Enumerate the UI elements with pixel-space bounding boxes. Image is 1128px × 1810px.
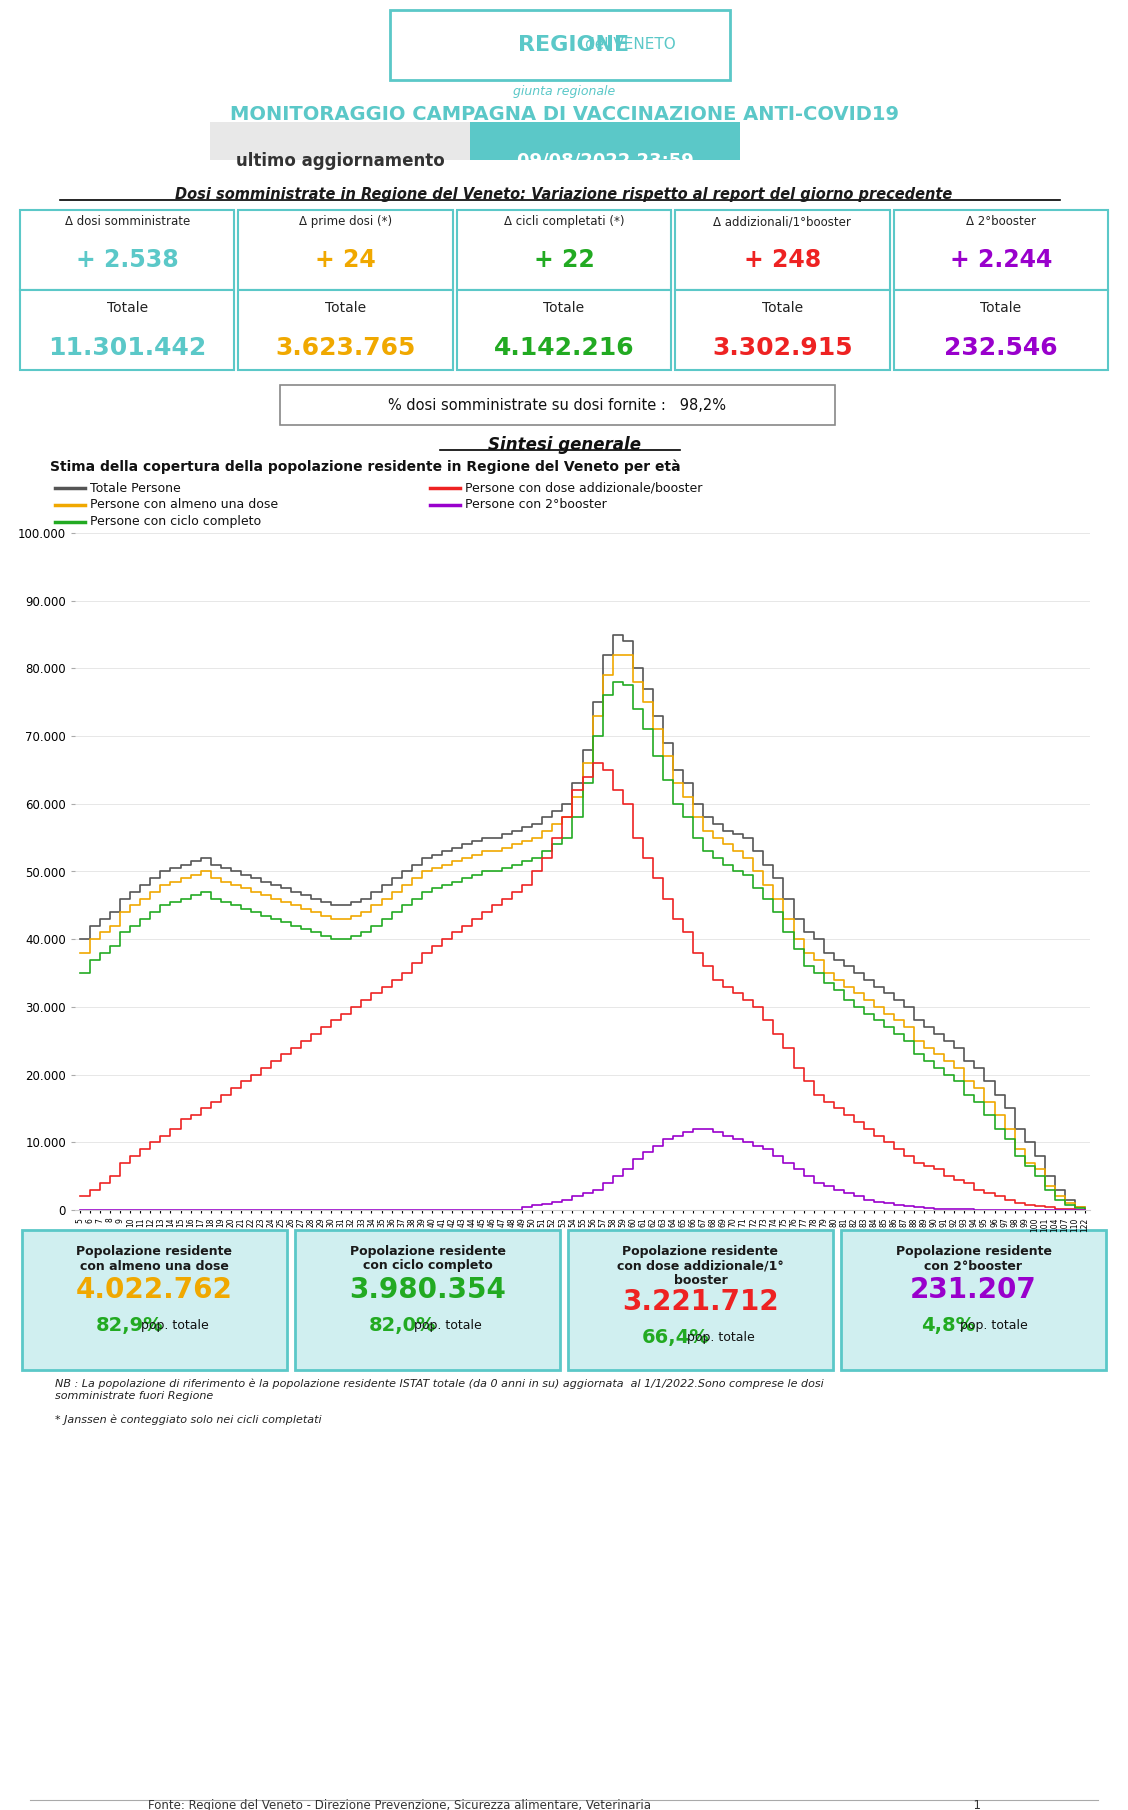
Text: ultimo aggiornamento: ultimo aggiornamento xyxy=(236,152,444,170)
Text: con almeno una dose: con almeno una dose xyxy=(80,1260,229,1272)
Text: pop. totale: pop. totale xyxy=(141,1318,209,1332)
Text: + 248: + 248 xyxy=(743,248,821,272)
Text: 66,4%: 66,4% xyxy=(642,1327,710,1347)
Bar xyxy=(23,1231,287,1370)
Bar xyxy=(280,386,835,425)
Text: Stima della copertura della popolazione residente in Regione del Veneto per età: Stima della copertura della popolazione … xyxy=(50,460,680,474)
Bar xyxy=(841,1231,1105,1370)
Text: Dosi somministrate in Regione del Veneto: Variazione rispetto al report del gior: Dosi somministrate in Regione del Veneto… xyxy=(175,188,953,203)
Text: pop. totale: pop. totale xyxy=(687,1330,755,1343)
Text: * Janssen è conteggiato solo nei cicli completati: * Janssen è conteggiato solo nei cicli c… xyxy=(55,1415,321,1424)
Text: Persone con ciclo completo: Persone con ciclo completo xyxy=(90,516,261,529)
Bar xyxy=(23,1231,287,1370)
Text: Popolazione residente: Popolazione residente xyxy=(623,1245,778,1258)
Bar xyxy=(210,121,470,159)
Text: Δ 2°booster: Δ 2°booster xyxy=(966,215,1036,228)
Text: 4,8%: 4,8% xyxy=(922,1316,976,1334)
Text: Δ addizionali/1°booster: Δ addizionali/1°booster xyxy=(714,215,852,228)
Text: 4.022.762: 4.022.762 xyxy=(76,1276,233,1303)
Text: Totale: Totale xyxy=(980,300,1021,315)
Text: NB : La popolazione di riferimento è la popolazione residente ISTAT totale (da 0: NB : La popolazione di riferimento è la … xyxy=(55,1379,823,1401)
Text: booster: booster xyxy=(673,1274,728,1287)
Bar xyxy=(20,290,235,369)
Text: 82,9%: 82,9% xyxy=(96,1316,164,1334)
Bar xyxy=(470,121,740,159)
Text: con ciclo completo: con ciclo completo xyxy=(362,1260,493,1272)
Text: + 22: + 22 xyxy=(534,248,594,272)
Text: 11.301.442: 11.301.442 xyxy=(49,337,206,360)
Text: Popolazione residente: Popolazione residente xyxy=(350,1245,505,1258)
Text: con 2°booster: con 2°booster xyxy=(925,1260,1022,1272)
Text: Totale: Totale xyxy=(544,300,584,315)
Bar xyxy=(676,210,890,290)
Text: 231.207: 231.207 xyxy=(910,1276,1037,1303)
Bar xyxy=(893,210,1108,290)
Bar xyxy=(238,290,452,369)
Text: Totale: Totale xyxy=(761,300,803,315)
Text: pop. totale: pop. totale xyxy=(960,1318,1028,1332)
Bar xyxy=(676,290,890,369)
Bar xyxy=(893,290,1108,369)
Text: Δ cicli completati (*): Δ cicli completati (*) xyxy=(504,215,624,228)
Bar xyxy=(20,210,235,290)
Text: Persone con dose addizionale/booster: Persone con dose addizionale/booster xyxy=(465,481,703,494)
Text: Persone con almeno una dose: Persone con almeno una dose xyxy=(90,498,279,512)
Text: Persone con 2°booster: Persone con 2°booster xyxy=(465,498,607,512)
Text: Totale: Totale xyxy=(107,300,148,315)
Bar xyxy=(296,1231,559,1370)
Text: + 24: + 24 xyxy=(315,248,376,272)
Text: giunta regionale: giunta regionale xyxy=(513,85,615,98)
Text: Fonte: Regione del Veneto - Direzione Prevenzione, Sicurezza alimentare, Veterin: Fonte: Regione del Veneto - Direzione Pr… xyxy=(148,1799,980,1810)
Text: 3.221.712: 3.221.712 xyxy=(623,1289,778,1316)
Text: Popolazione residente: Popolazione residente xyxy=(896,1245,1051,1258)
Text: Totale Persone: Totale Persone xyxy=(90,481,180,494)
Text: REGIONE: REGIONE xyxy=(519,34,629,54)
Text: 09/08/2022 23:59: 09/08/2022 23:59 xyxy=(517,152,694,170)
Bar xyxy=(390,11,730,80)
Bar xyxy=(457,210,671,290)
Text: 3.302.915: 3.302.915 xyxy=(712,337,853,360)
Text: con dose addizionale/1°: con dose addizionale/1° xyxy=(617,1260,784,1272)
Text: pop. totale: pop. totale xyxy=(414,1318,482,1332)
Text: 232.546: 232.546 xyxy=(944,337,1058,360)
Bar xyxy=(841,1231,1105,1370)
Text: Totale: Totale xyxy=(325,300,367,315)
Text: + 2.244: + 2.244 xyxy=(950,248,1052,272)
Text: 3.623.765: 3.623.765 xyxy=(275,337,416,360)
Text: Sintesi generale: Sintesi generale xyxy=(487,436,641,454)
Text: Popolazione residente: Popolazione residente xyxy=(77,1245,232,1258)
Text: MONITORAGGIO CAMPAGNA DI VACCINAZIONE ANTI-COVID19: MONITORAGGIO CAMPAGNA DI VACCINAZIONE AN… xyxy=(229,105,899,125)
Text: + 2.538: + 2.538 xyxy=(76,248,178,272)
Bar xyxy=(569,1231,832,1370)
Text: del VENETO: del VENETO xyxy=(584,38,676,52)
Text: Δ dosi somministrate: Δ dosi somministrate xyxy=(64,215,190,228)
Text: 4.142.216: 4.142.216 xyxy=(494,337,634,360)
Text: Δ prime dosi (*): Δ prime dosi (*) xyxy=(299,215,393,228)
Text: 82,0%: 82,0% xyxy=(369,1316,437,1334)
Bar xyxy=(457,290,671,369)
Text: 3.980.354: 3.980.354 xyxy=(349,1276,506,1303)
Text: % dosi somministrate su dosi fornite :   98,2%: % dosi somministrate su dosi fornite : 9… xyxy=(388,398,726,413)
Bar xyxy=(569,1231,832,1370)
Bar xyxy=(296,1231,559,1370)
Bar xyxy=(238,210,452,290)
